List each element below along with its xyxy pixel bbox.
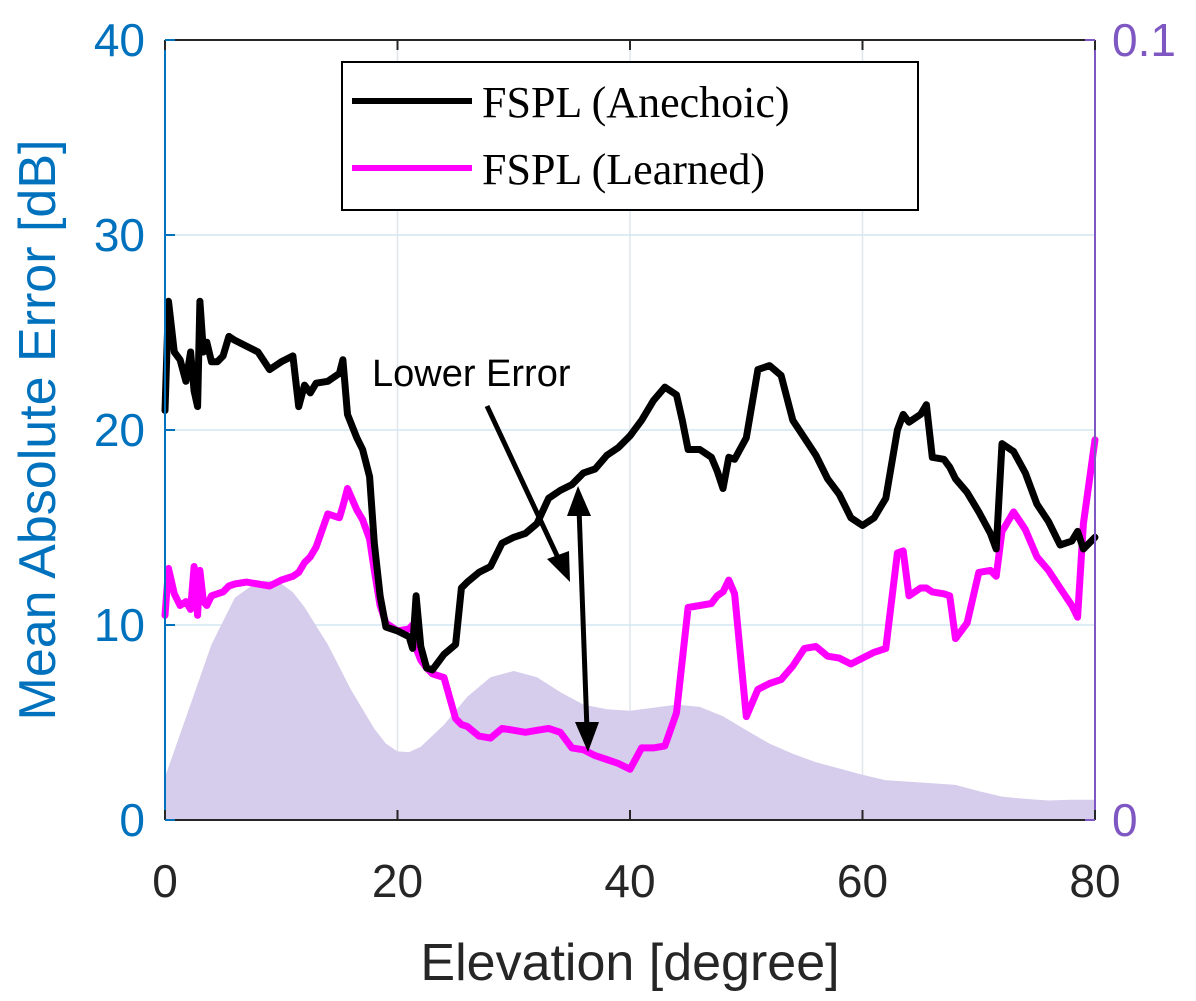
density-layer — [165, 580, 1095, 820]
x-tick-label: 20 — [372, 855, 423, 907]
x-axis-title: Elevation [degree] — [420, 934, 839, 992]
annotation-arrow — [484, 404, 570, 582]
y-tick-label: 30 — [94, 209, 145, 261]
series-line-learned — [161, 436, 1099, 773]
error-gap-arrow — [567, 486, 599, 752]
legend: FSPL (Anechoic) FSPL (Learned) — [341, 61, 919, 211]
legend-box — [341, 61, 919, 211]
x-tick-label: 0 — [152, 855, 178, 907]
y2-tick-label: 0.1 — [1112, 14, 1176, 66]
legend-label-learned: FSPL (Learned) — [482, 145, 765, 194]
x-tick-label: 40 — [604, 855, 655, 907]
x-tick-label: 80 — [1069, 855, 1120, 907]
series-layer — [161, 297, 1099, 773]
annotation-text: Lower Error — [372, 353, 571, 395]
y-tick-label: 0 — [119, 794, 145, 846]
y-tick-label: 40 — [94, 14, 145, 66]
x-tick-label: 60 — [837, 855, 888, 907]
legend-label-anechoic: FSPL (Anechoic) — [482, 78, 790, 127]
y-axis-title: Mean Absolute Error [dB] — [9, 140, 67, 721]
y-tick-label: 20 — [94, 404, 145, 456]
y-tick-label: 10 — [94, 599, 145, 651]
density-area — [165, 580, 1095, 820]
y2-tick-label: 0 — [1112, 794, 1138, 846]
series-line-anechoic — [161, 297, 1099, 674]
axes: 0 20 40 60 80 0 10 20 30 40 0 0.1 Elevation [degree]… — [9, 14, 1176, 992]
